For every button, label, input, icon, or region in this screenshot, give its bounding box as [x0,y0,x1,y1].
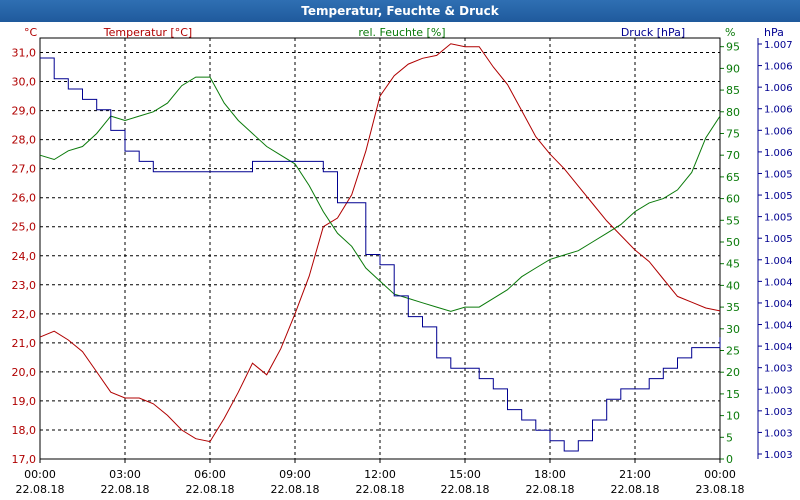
temp-tick-label: 26,0 [12,192,37,205]
press-tick-label: 1.004 [764,342,793,353]
press-tick-label: 1.005 [764,191,793,202]
hum-tick-label: 50 [726,236,740,249]
press-tick-label: 1.003 [764,364,793,375]
x-tick-time: 21:00 [619,468,651,481]
x-tick-time: 00:00 [24,468,56,481]
pressure-line [40,57,721,452]
x-tick-date: 22.08.18 [441,483,490,496]
x-tick-time: 03:00 [109,468,141,481]
temp-tick-label: 25,0 [12,221,37,234]
plot-frame [39,37,721,460]
temp-tick-label: 21,0 [12,337,37,350]
hum-tick-label: 60 [726,193,740,206]
axes [39,37,762,463]
x-tick-date: 22.08.18 [16,483,65,496]
hum-tick-label: 65 [726,171,740,184]
hum-tick-label: 70 [726,149,740,162]
press-tick-label: 1.007 [764,40,793,51]
temp-tick-label: 17,0 [12,453,37,466]
temp-unit: °C [24,26,38,39]
chart-canvas: 17,0 18,0 19,0 20,0 21,0 22,0 23,0 24,0 25,0 26,0… [12,26,793,496]
hum-tick-label: 85 [726,84,740,97]
hum-tick-label: 5 [726,431,733,444]
press-tick-label: 1.006 [764,126,793,137]
hum-unit: % [725,26,735,39]
press-tick-label: 1.004 [764,277,793,288]
x-tick-time: 06:00 [194,468,226,481]
temp-tick-label: 31,0 [12,47,37,60]
legend-temperature: Temperatur [°C] [103,26,192,39]
press-tick-label: 1.003 [764,385,793,396]
humidity-line [39,76,721,312]
hum-tick-label: 75 [726,127,740,140]
press-tick-label: 1.003 [764,428,793,439]
hum-tick-label: 40 [726,279,740,292]
x-tick-date: 22.08.18 [611,483,660,496]
hum-tick-label: 80 [726,106,740,119]
hum-tick-label: 45 [726,258,740,271]
temp-tick-label: 30,0 [12,76,37,89]
hum-tick-label: 30 [726,323,740,336]
press-tick-label: 1.003 [764,450,793,461]
press-tick-label: 1.003 [764,407,793,418]
hum-tick-label: 15 [726,388,740,401]
press-tick-label: 1.004 [764,256,793,267]
hum-tick-label: 35 [726,301,740,314]
hum-tick-label: 55 [726,214,740,227]
window-title: Temperatur, Feuchte & Druck [0,0,800,22]
x-tick-date: 22.08.18 [526,483,575,496]
temp-tick-label: 27,0 [12,163,37,176]
x-tick-time: 00:00 [704,468,736,481]
grid [40,38,720,459]
x-tick-date: 22.08.18 [356,483,405,496]
temp-tick-label: 23,0 [12,279,37,292]
x-tick-time: 12:00 [364,468,396,481]
temp-tick-label: 20,0 [12,366,37,379]
x-tick-time: 15:00 [449,468,481,481]
temp-tick-label: 19,0 [12,395,37,408]
hum-tick-label: 10 [726,410,740,423]
press-tick-label: 1.004 [764,321,793,332]
press-unit: hPa [764,26,784,39]
x-tick-date: 22.08.18 [186,483,235,496]
x-tick-date: 22.08.18 [101,483,150,496]
press-tick-label: 1.006 [764,105,793,116]
legend: Temperatur [°C] rel. Feuchte [%] Druck [hP… [103,26,685,39]
press-tick-label: 1.006 [764,62,793,73]
press-tick-label: 1.006 [764,148,793,159]
x-tick-date: 22.08.18 [271,483,320,496]
press-tick-label: 1.004 [764,299,793,310]
x-tick-time: 18:00 [534,468,566,481]
hum-tick-label: 0 [726,453,733,466]
temp-tick-label: 29,0 [12,105,37,118]
tick-labels: 17,0 18,0 19,0 20,0 21,0 22,0 23,0 24,0 25,0 26,0… [12,26,793,496]
hum-tick-label: 95 [726,41,740,54]
temp-tick-label: 24,0 [12,250,37,263]
x-tick-date: 23.08.18 [696,483,745,496]
legend-humidity: rel. Feuchte [%] [358,26,445,39]
press-tick-label: 1.005 [764,213,793,224]
press-tick-label: 1.005 [764,234,793,245]
temp-tick-label: 22,0 [12,308,37,321]
temp-tick-label: 28,0 [12,134,37,147]
x-tick-time: 09:00 [279,468,311,481]
legend-pressure: Druck [hPa] [621,26,685,39]
temp-tick-label: 18,0 [12,424,37,437]
press-tick-label: 1.005 [764,169,793,180]
hum-tick-label: 25 [726,344,740,357]
hum-tick-label: 20 [726,366,740,379]
series-lines [39,43,721,452]
press-tick-label: 1.006 [764,83,793,94]
hum-tick-label: 90 [726,62,740,75]
temperature-line [39,43,721,443]
